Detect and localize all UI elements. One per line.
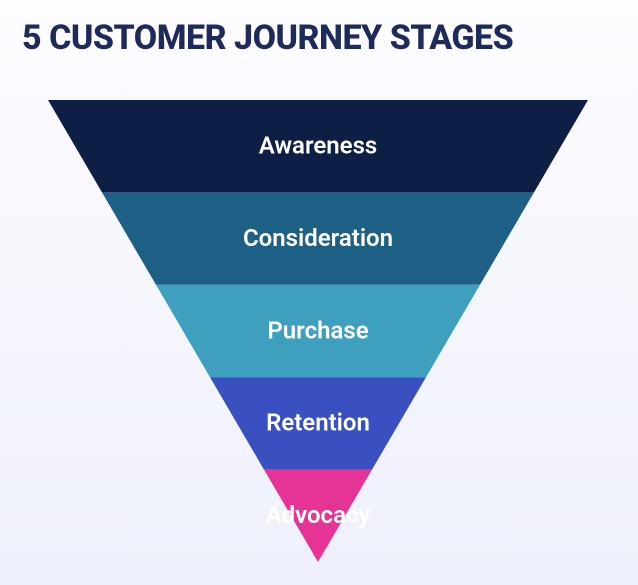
funnel-stage-label-4: Advocacy — [266, 501, 371, 529]
funnel-chart: Awareness Consideration Purchase Retention A… — [48, 100, 588, 562]
page: 5 CUSTOMER JOURNEY STAGES Awareness Consi… — [0, 0, 638, 585]
funnel-stage-label-2: Purchase — [267, 316, 368, 344]
page-title: 5 CUSTOMER JOURNEY STAGES — [0, 18, 638, 58]
funnel-stage-label-1: Consideration — [243, 224, 393, 252]
funnel-stage-label-0: Awareness — [259, 132, 378, 160]
funnel-stage-label-3: Retention — [266, 409, 370, 437]
